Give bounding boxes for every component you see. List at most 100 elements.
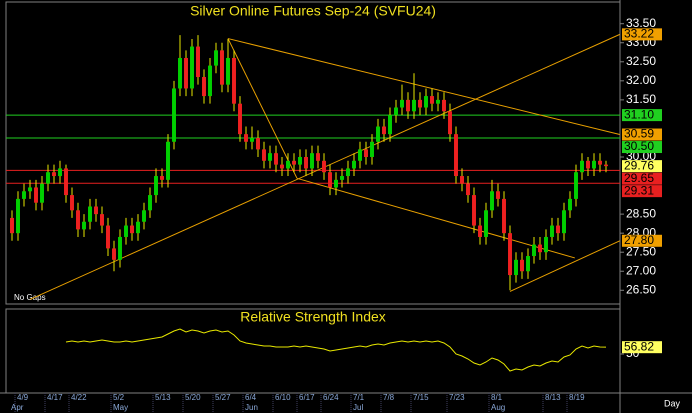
x-tick-label: 6/10 [275,393,291,402]
candle-body [484,210,488,237]
candle-body [454,134,458,177]
candle-body [208,65,212,97]
candle-body [148,195,152,211]
price-marker-box [622,128,662,141]
candle-body [262,149,266,161]
candle-body [586,160,590,169]
candle-body [178,57,182,89]
candle-body [184,57,188,89]
price-marker-label: 29.31 [624,183,654,197]
candle-body [496,191,500,199]
y-tick-label: 32.00 [626,73,656,87]
x-tick-label: 5/27 [215,393,231,402]
month-label: Jul [353,403,363,412]
candle-body [244,134,248,142]
candle-body [592,160,596,169]
x-tick-label: 8/19 [569,393,585,402]
candle-body [220,50,224,85]
candle-body [82,221,86,230]
candle-body [118,236,122,260]
price-marker-label: 31.10 [624,107,654,121]
candle-body [526,256,530,272]
x-tick-label: 5/20 [185,393,201,402]
x-tick-label: 5/13 [155,393,171,402]
candle-body [226,57,230,85]
price-marker-label: 30.50 [624,139,654,153]
rsi-line [65,328,607,372]
candle-body [418,99,422,108]
x-unit: Day [664,398,681,408]
candle-body [334,179,338,188]
price-marker-label: 29.76 [624,158,654,172]
candle-body [460,176,464,184]
x-tick-label: 7/1 [353,393,365,402]
candle-body [328,172,332,188]
candle-body [166,141,170,180]
candle-body [466,183,470,196]
chart-title: Silver Online Futures Sep-24 (SVFU24) [190,3,436,19]
candle-body [448,111,452,135]
candle-body [514,259,518,276]
candle-body [232,57,236,104]
candle-body [604,164,608,167]
candle-body [580,160,584,173]
x-tick-label: 8/13 [545,393,561,402]
candle-body [124,225,128,237]
candle-body [532,244,536,257]
trendline [227,38,298,179]
y-tick-label: 27.00 [626,263,656,277]
candle-body [400,99,404,108]
rsi-last-box [622,341,662,354]
candle-body [364,149,368,157]
y-tick-label: 33.50 [626,16,656,30]
candle-body [346,168,350,177]
candle-body [310,153,314,169]
candle-body [478,225,482,237]
candle-body [196,46,200,78]
y-tick-label: 28.50 [626,206,656,220]
candle-body [268,153,272,161]
candle-body [394,107,398,116]
price-marker-label: 27.80 [624,233,654,247]
candle-body [274,153,278,165]
trendline [296,177,575,259]
x-tick-label: 8/1 [491,393,503,402]
candle-body [40,183,44,203]
trendline [227,38,620,136]
price-marker-label: 29.65 [624,171,654,185]
candle-body [298,156,302,165]
candle-body [472,195,476,226]
candle-body [94,206,98,215]
candle-body [562,210,566,234]
price-marker-box [622,185,662,198]
price-marker-label: 33.22 [624,27,654,41]
candle-body [490,191,494,211]
price-marker-box [622,28,662,41]
candle-body [280,164,284,169]
candle-body [154,176,158,196]
candle-body [238,103,242,135]
x-tick-label: 6/17 [299,393,315,402]
rsi-title: Relative Strength Index [240,309,386,325]
x-tick-label: 6/24 [323,393,339,402]
candle-body [544,236,548,253]
candle-body [388,115,392,135]
candle-body [436,99,440,104]
candle-body [286,160,290,169]
candle-body [442,99,446,112]
price-marker-box [622,109,662,122]
x-tick-label: 4/9 [17,393,29,402]
candle-body [214,50,218,66]
y-tick-label: 32.50 [626,54,656,68]
candle-body [424,96,428,108]
candle-body [88,206,92,222]
candle-body [46,172,50,184]
candle-body [202,77,206,97]
x-tick-label: 7/8 [383,393,395,402]
candle-body [76,210,80,230]
x-tick-label: 7/15 [413,393,429,402]
month-label: Aug [491,403,505,412]
candle-body [190,46,194,89]
